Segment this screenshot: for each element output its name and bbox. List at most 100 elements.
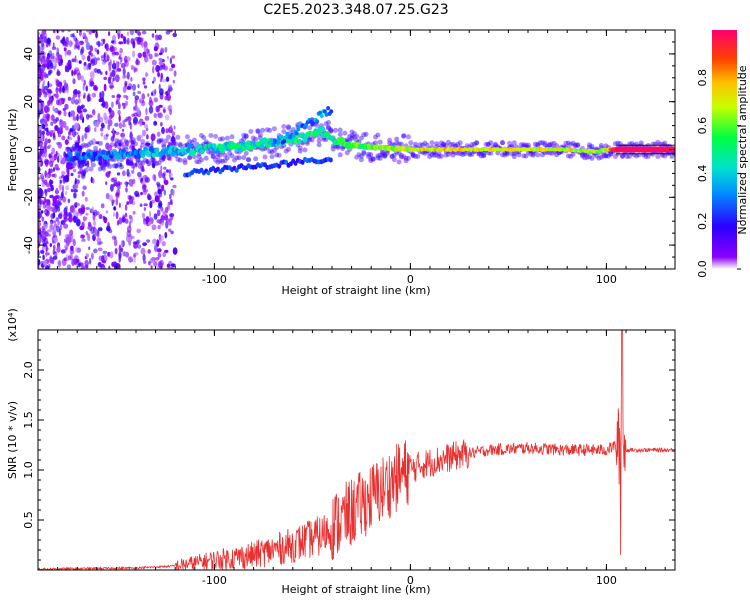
noise-speck [61,184,65,193]
noise-speck [41,200,45,205]
ridge-halo-dot [133,141,139,147]
noise-speck [157,203,162,209]
ridge-halo-dot [335,145,341,150]
colorbar-tick-label: 0.2 [696,212,709,230]
noise-speck [117,110,121,115]
ridge-halo-dot [182,143,188,149]
noise-speck [162,251,167,258]
ridge-halo-dot [363,131,369,137]
ridge-halo-dot [580,152,585,158]
ridge-halo-dot [255,128,261,134]
noise-speck [157,261,162,268]
ridge-halo-dot [354,133,360,139]
x-tick-label: 0 [407,574,414,587]
noise-speck [147,195,152,201]
ridge-halo-dot [88,140,94,146]
ridge-halo-dot [518,142,524,148]
noise-speck [129,181,133,188]
ridge-halo-dot [90,162,96,168]
noise-speck [71,129,77,138]
ridge-halo-dot [434,141,440,147]
ridge-halo-dot [140,139,146,144]
colorbar-ticks: 0.0 0.2 0.4 0.6 0.8 [696,69,741,278]
ridge-halo-dot [243,134,249,139]
noise-speck [63,47,67,52]
noise-speck [168,169,172,174]
ridge-halo-dot [615,140,621,146]
ridge-halo-dot [297,148,303,154]
ridge-dot [196,143,202,149]
noise-speck [160,165,163,172]
noise-speck [77,174,81,179]
noise-speck [89,52,94,57]
ridge-halo-dot [493,141,498,147]
noise-speck [115,99,119,106]
noise-speck [68,131,72,136]
noise-speck [126,31,129,36]
noise-speck [114,74,120,83]
noise-speck [120,62,126,69]
noise-speck [143,85,148,89]
ridge-halo-dot [474,140,480,146]
ridge-halo-dot [72,143,77,149]
noise-speck [134,193,138,198]
noise-speck [101,96,104,102]
noise-speck [72,93,78,98]
ridge-halo-dot [269,149,275,155]
ridge-halo-dot [438,153,444,159]
ridge-dot [220,147,225,154]
ridge-halo-dot [260,127,266,133]
ridge-halo-dot [580,153,585,159]
ridge-halo-dot [309,137,315,143]
noise-speck [41,245,45,250]
noise-speck [82,108,88,113]
ridge-halo-dot [612,154,618,159]
spectrogram-ticks: -100 0 100 -40 -20 0 20 40 [22,29,675,286]
noise-speck [80,104,85,109]
noise-speck [38,162,41,168]
noise-speck [151,33,155,38]
noise-speck [121,137,126,141]
noise-speck [169,201,173,205]
noise-speck [165,220,169,229]
ridge-halo-dot [231,157,237,163]
ridge-halo-dot [196,159,202,165]
ridge-halo-dot [114,163,120,169]
ridge-halo-dot [507,140,513,146]
noise-speck [42,260,48,267]
snr-y-multiplier: (x10⁴) [6,308,19,342]
noise-speck [47,229,52,233]
noise-speck [73,192,77,199]
noise-speck [126,168,130,177]
ridge-halo-dot [97,160,103,166]
noise-speck [44,231,49,237]
branch-dot [319,113,324,119]
noise-speck [130,236,135,239]
ridge-halo-dot [457,140,463,146]
noise-speck [133,106,136,111]
noise-speck [130,38,135,45]
ridge-halo-dot [596,155,602,161]
noise-speck [56,47,59,55]
noise-speck [49,243,52,247]
noise-speck [61,135,66,141]
noise-speck [73,122,79,130]
ridge-halo-dot [142,157,148,163]
noise-speck [87,114,93,118]
noise-speck [63,110,67,117]
noise-speck [49,129,54,137]
noise-speck [122,123,126,128]
ridge-halo-dot [540,140,545,146]
noise-speck [134,103,138,112]
noise-speck [141,129,147,137]
noise-speck [74,255,79,262]
noise-speck [38,137,42,142]
ridge-halo-dot [274,152,280,158]
ridge-halo-dot [210,154,216,160]
noise-speck [46,127,49,132]
branch-dot [315,119,320,124]
noise-speck [169,193,172,200]
ridge-halo-dot [267,127,273,133]
noise-speck [85,253,89,258]
ridge-halo-dot [478,153,484,159]
